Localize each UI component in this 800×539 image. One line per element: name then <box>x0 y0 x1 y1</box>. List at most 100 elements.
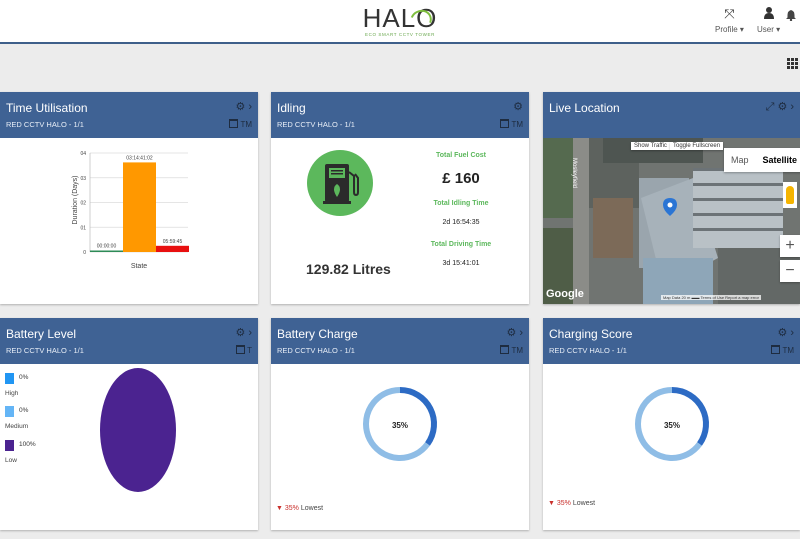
google-logo: Google <box>546 288 584 300</box>
total-idling-time-value: 2d 16:54:35 <box>442 219 480 226</box>
y-tick-label: 03 <box>80 176 86 182</box>
legend-pct: 0% <box>19 374 29 381</box>
calendar-tm[interactable]: TM <box>229 119 252 129</box>
layout-grid-icon[interactable] <box>787 58 798 69</box>
gear-icon[interactable]: ⚙ <box>235 327 246 339</box>
user-menu[interactable]: User ▾ <box>757 6 780 34</box>
toggle-fullscreen-button[interactable]: Toggle Fullscreen <box>670 142 724 150</box>
map-type-map[interactable]: Map <box>731 155 749 165</box>
battery-charge-panel: Battery Charge RED CCTV HALO - 1/1 ⚙ › TM… <box>271 318 529 530</box>
total-fuel-cost-value: £ 160 <box>442 170 480 187</box>
panel-controls: ⚙ › <box>774 326 794 339</box>
zoom-in-button[interactable]: + <box>780 235 800 257</box>
gear-icon[interactable]: ⚙ <box>777 327 788 339</box>
pie-slice <box>100 368 176 492</box>
expand-icon[interactable]: ⤢ <box>765 101 775 113</box>
panel-subtitle: RED CCTV HALO - 1/1 <box>277 346 355 355</box>
legend-name: Medium <box>5 423 29 430</box>
gear-icon[interactable]: ⚙ <box>513 101 523 113</box>
bell-icon[interactable] <box>786 10 796 24</box>
calendar-icon <box>236 345 246 354</box>
panel-subtitle: RED CCTV HALO - 1/1 <box>549 346 627 355</box>
satellite-map[interactable]: Show Traffic Toggle Fullscreen Map Satel… <box>543 138 800 304</box>
show-traffic-button[interactable]: Show Traffic <box>631 142 670 150</box>
logo-tagline: ECO SMART CCTV TOWER <box>365 32 435 37</box>
location-marker-icon[interactable] <box>663 198 677 216</box>
pegman-icon[interactable] <box>783 182 797 208</box>
calendar-icon <box>229 119 239 128</box>
panel-header: Time Utilisation RED CCTV HALO - 1/1 ⚙ › … <box>0 92 258 138</box>
profile-label: Profile ▾ <box>715 25 744 34</box>
gear-icon[interactable]: ⚙ <box>506 327 517 339</box>
profile-menu[interactable]: ⤧ Profile ▾ <box>715 6 744 34</box>
chevron-right-icon[interactable]: › <box>248 327 252 339</box>
panel-title: Idling <box>277 101 306 115</box>
calendar-tm[interactable]: T <box>236 345 252 355</box>
gear-icon[interactable]: ⚙ <box>777 101 788 113</box>
total-idling-time-label: Total Idling Time <box>433 200 489 207</box>
y-tick-label: 04 <box>80 151 86 157</box>
chevron-right-icon[interactable]: › <box>519 327 523 339</box>
calendar-tm[interactable]: TM <box>771 345 794 355</box>
tm-label: T <box>247 346 252 355</box>
map-attribution[interactable]: Map Data 20 m ▬▬ Terms of Use Report a m… <box>661 295 761 300</box>
logo-text: HAL <box>362 3 417 33</box>
lowest-pct: 35% <box>556 500 571 507</box>
panel-body: 0% High 0% Medium 100% Low <box>0 364 258 530</box>
legend-pct: 100% <box>19 441 36 448</box>
lowest-label: Lowest <box>300 505 324 512</box>
donut-segment <box>671 387 709 446</box>
profile-cross-icon: ⤧ <box>724 6 735 21</box>
battery-level-pie <box>100 368 176 492</box>
time-utilisation-panel: Time Utilisation RED CCTV HALO - 1/1 ⚙ › … <box>0 92 258 304</box>
lowest-pct: 35% <box>284 505 299 512</box>
bar <box>90 250 123 252</box>
total-fuel-cost-label: Total Fuel Cost <box>435 152 487 159</box>
panel-header: Battery Charge RED CCTV HALO - 1/1 ⚙ › TM <box>271 318 529 364</box>
bar <box>123 162 156 252</box>
chevron-right-icon[interactable]: › <box>790 101 794 113</box>
battery-level-panel: Battery Level RED CCTV HALO - 1/1 ⚙ › T 0… <box>0 318 258 530</box>
legend-name: High <box>5 390 19 397</box>
panel-controls: ⤢ ⚙ › <box>763 100 794 114</box>
logo-wordmark: HALO <box>362 4 438 32</box>
total-driving-time-value: 3d 15:41:01 <box>442 260 480 267</box>
zoom-out-button[interactable]: − <box>780 260 800 282</box>
bar-data-label: 00:00:00 <box>97 244 117 250</box>
panel-subtitle: RED CCTV HALO - 1/1 <box>277 120 355 129</box>
panel-title: Battery Charge <box>277 327 358 341</box>
legend-pct: 0% <box>19 407 29 414</box>
calendar-tm[interactable]: TM <box>500 119 523 129</box>
chevron-right-icon[interactable]: › <box>790 327 794 339</box>
donut-segment <box>363 387 430 461</box>
map-type-satellite[interactable]: Satellite <box>762 155 798 165</box>
live-location-panel: Live Location ⤢ ⚙ › <box>543 92 800 304</box>
panel-controls: ⚙ › <box>232 326 252 339</box>
halo-logo[interactable]: HALO ECO SMART CCTV TOWER <box>362 4 438 42</box>
legend-swatch <box>5 373 14 384</box>
map-type-control: Map Satellite <box>724 148 800 172</box>
calendar-icon <box>771 345 781 354</box>
chevron-right-icon[interactable]: › <box>248 101 252 113</box>
road-label: Mosleyfield <box>571 158 577 189</box>
gear-icon[interactable]: ⚙ <box>235 101 246 113</box>
panel-body: 35% ▼ 35% Lowest <box>271 364 529 530</box>
tm-label: TM <box>511 120 523 129</box>
panel-body: Show Traffic Toggle Fullscreen Map Satel… <box>543 138 800 304</box>
y-axis-label: Duration (Days) <box>72 175 79 224</box>
panel-subtitle: RED CCTV HALO - 1/1 <box>6 120 84 129</box>
legend-swatch <box>5 440 14 451</box>
panel-body: 129.82 Litres Total Fuel Cost £ 160 Tota… <box>271 138 529 304</box>
charging-score-panel: Charging Score RED CCTV HALO - 1/1 ⚙ › TM… <box>543 318 800 530</box>
panel-controls: ⚙ › <box>232 100 252 113</box>
bar-data-label: 03:14:41:02 <box>126 155 153 161</box>
calendar-tm[interactable]: TM <box>500 345 523 355</box>
user-label: User ▾ <box>757 25 781 34</box>
lowest-indicator: ▼ 35% Lowest <box>548 500 595 507</box>
donut-percent: 35% <box>391 421 408 430</box>
idling-litres: 129.82 Litres <box>306 261 391 277</box>
panel-controls: ⚙ › <box>503 326 523 339</box>
panel-header: Live Location ⤢ ⚙ › <box>543 92 800 138</box>
panel-body: 0 01 02 03 04 00:00:00 03:14:41:02 05:59:45 Dura… <box>0 138 258 304</box>
logo-o: O <box>416 3 438 33</box>
